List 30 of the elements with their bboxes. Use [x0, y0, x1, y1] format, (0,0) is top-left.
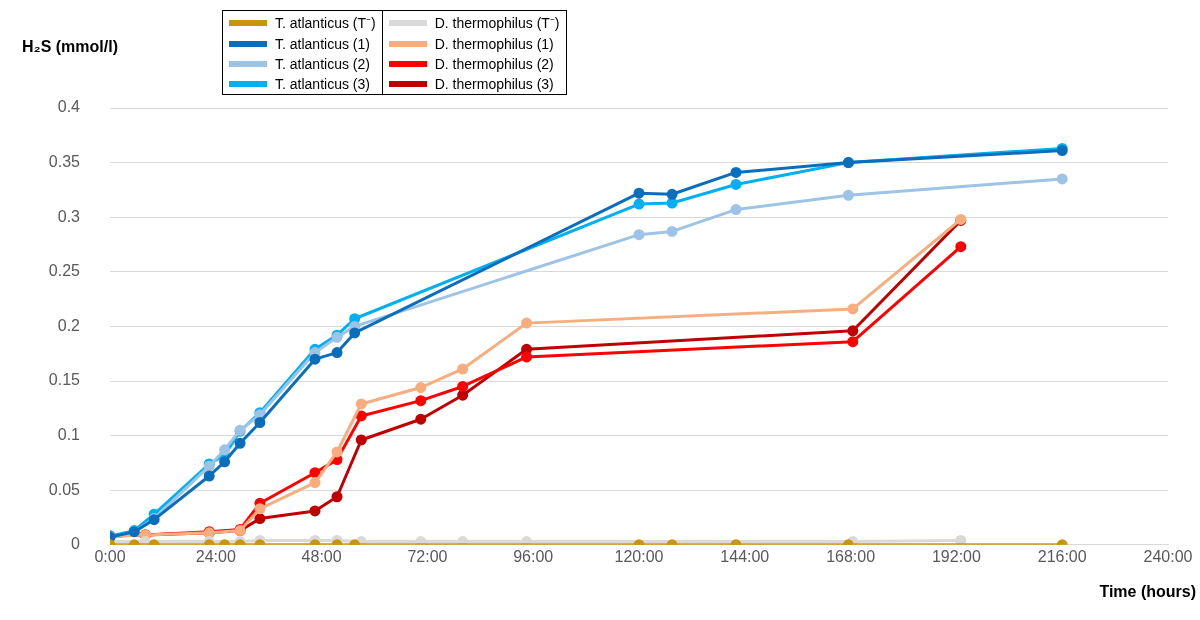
- x-tick-label: 48:00: [301, 547, 342, 565]
- legend-label: D. thermophilus (T⁻): [434, 14, 560, 32]
- y-tick-label: 0.35: [48, 153, 81, 171]
- x-tick-label: 240:00: [1143, 547, 1193, 565]
- y-tick-label: 0.05: [48, 480, 81, 498]
- x-tick-label: 72:00: [407, 547, 448, 565]
- legend-label: T. atlanticus (2): [275, 56, 370, 72]
- x-tick-label: 24:00: [195, 547, 236, 565]
- x-tick-label: 0:00: [94, 547, 126, 565]
- x-tick-label: 120:00: [614, 547, 664, 565]
- x-tick-label: 216:00: [1037, 547, 1087, 565]
- legend-label: D. thermophilus (2): [434, 56, 554, 72]
- y-tick-label: 0: [71, 535, 81, 553]
- y-tick-label: 0.25: [48, 262, 81, 280]
- x-tick-label: 96:00: [513, 547, 554, 565]
- legend-label: T. atlanticus (T⁻): [275, 14, 376, 32]
- legend-label: T. atlanticus (3): [275, 76, 370, 92]
- legend-label: D. thermophilus (1): [434, 36, 554, 52]
- y-tick-label: 0.2: [57, 316, 81, 334]
- y-axis-title: H₂S (mmol/l): [22, 38, 118, 56]
- legend-label: D. thermophilus (3): [434, 76, 554, 92]
- y-tick-label: 0.3: [57, 207, 81, 225]
- legend-label: T. atlanticus (1): [275, 36, 370, 52]
- y-tick-label: 0.1: [57, 426, 81, 444]
- x-tick-label: 168:00: [826, 547, 876, 565]
- y-tick-label: 0.4: [57, 98, 81, 116]
- y-tick-label: 0.15: [48, 371, 81, 389]
- x-axis-title: Time (hours): [1099, 583, 1196, 601]
- x-tick-label: 144:00: [720, 547, 770, 565]
- x-tick-label: 192:00: [931, 547, 981, 565]
